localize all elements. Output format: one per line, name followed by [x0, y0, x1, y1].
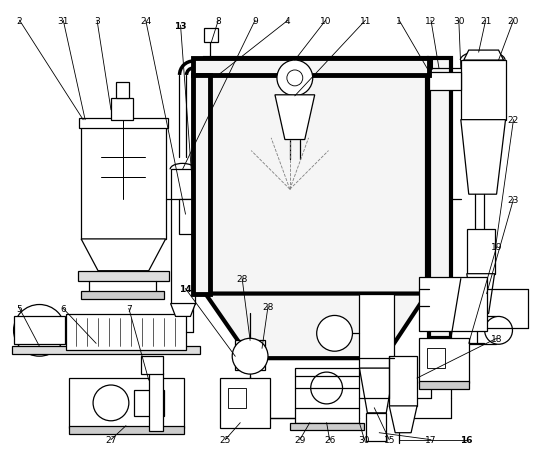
- Bar: [111, 99, 133, 120]
- Text: 21: 21: [480, 17, 491, 26]
- Bar: [141, 356, 163, 374]
- Text: 29: 29: [294, 435, 305, 444]
- Polygon shape: [81, 239, 166, 271]
- Bar: [205, 29, 218, 43]
- Circle shape: [13, 305, 65, 356]
- Text: 28: 28: [237, 275, 248, 284]
- Bar: [427, 349, 445, 368]
- Text: 5: 5: [17, 304, 22, 313]
- Text: 31: 31: [58, 17, 69, 26]
- Circle shape: [26, 317, 53, 345]
- Text: 24: 24: [140, 17, 151, 26]
- Text: 11: 11: [359, 17, 371, 26]
- Text: 28: 28: [262, 302, 274, 311]
- Polygon shape: [275, 96, 315, 140]
- Polygon shape: [461, 120, 506, 195]
- Text: 10: 10: [320, 17, 332, 26]
- Bar: [389, 356, 417, 406]
- Bar: [170, 170, 195, 304]
- Text: 12: 12: [425, 17, 437, 26]
- Text: 4: 4: [285, 17, 290, 26]
- Polygon shape: [464, 51, 504, 61]
- Text: 1: 1: [396, 17, 402, 26]
- Circle shape: [93, 385, 129, 421]
- Text: 27: 27: [105, 435, 116, 444]
- Bar: [12, 346, 200, 354]
- Text: 18: 18: [491, 334, 502, 343]
- Bar: [235, 341, 265, 370]
- Text: 13: 13: [174, 22, 187, 31]
- Bar: [193, 59, 429, 76]
- Polygon shape: [170, 304, 195, 317]
- Bar: [461, 61, 506, 120]
- Polygon shape: [389, 406, 417, 433]
- Bar: [81, 291, 163, 299]
- Bar: [419, 381, 469, 389]
- Text: 6: 6: [60, 304, 66, 313]
- Polygon shape: [206, 294, 427, 359]
- Text: 17: 17: [425, 435, 437, 444]
- Bar: [79, 119, 168, 129]
- Bar: [78, 271, 169, 281]
- Text: 2: 2: [17, 17, 22, 26]
- Text: 19: 19: [491, 243, 502, 252]
- Circle shape: [232, 339, 268, 374]
- Bar: [359, 294, 394, 368]
- Bar: [419, 277, 486, 331]
- Bar: [429, 59, 451, 339]
- Bar: [419, 339, 469, 383]
- Text: 26: 26: [324, 435, 335, 444]
- Text: 20: 20: [508, 17, 519, 26]
- Circle shape: [287, 71, 303, 87]
- Bar: [66, 315, 185, 350]
- Circle shape: [317, 316, 352, 351]
- Text: 30: 30: [359, 435, 370, 444]
- Polygon shape: [467, 274, 494, 314]
- Bar: [81, 120, 166, 239]
- Bar: [228, 388, 246, 408]
- Bar: [193, 76, 210, 294]
- Polygon shape: [359, 368, 394, 413]
- Bar: [429, 73, 461, 91]
- Bar: [69, 378, 184, 428]
- Bar: [206, 59, 427, 294]
- Bar: [134, 390, 163, 416]
- Text: 30: 30: [453, 17, 465, 26]
- Bar: [290, 423, 364, 430]
- Text: 3: 3: [94, 17, 100, 26]
- Bar: [116, 83, 129, 99]
- Bar: [178, 200, 200, 235]
- Bar: [451, 317, 496, 345]
- Text: 8: 8: [215, 17, 221, 26]
- Bar: [295, 368, 359, 423]
- Bar: [221, 378, 270, 428]
- Bar: [13, 317, 65, 345]
- Text: 9: 9: [252, 17, 258, 26]
- Text: 15: 15: [383, 435, 395, 444]
- Text: 22: 22: [508, 116, 519, 125]
- Bar: [149, 373, 163, 431]
- Text: 14: 14: [179, 285, 192, 294]
- Text: 23: 23: [508, 195, 519, 204]
- Text: 25: 25: [219, 435, 231, 444]
- Bar: [69, 426, 184, 434]
- Bar: [366, 413, 386, 441]
- Text: 7: 7: [126, 304, 132, 313]
- Circle shape: [311, 372, 342, 404]
- Text: 16: 16: [460, 435, 473, 444]
- Circle shape: [485, 317, 513, 345]
- Circle shape: [277, 61, 313, 97]
- Bar: [467, 230, 494, 274]
